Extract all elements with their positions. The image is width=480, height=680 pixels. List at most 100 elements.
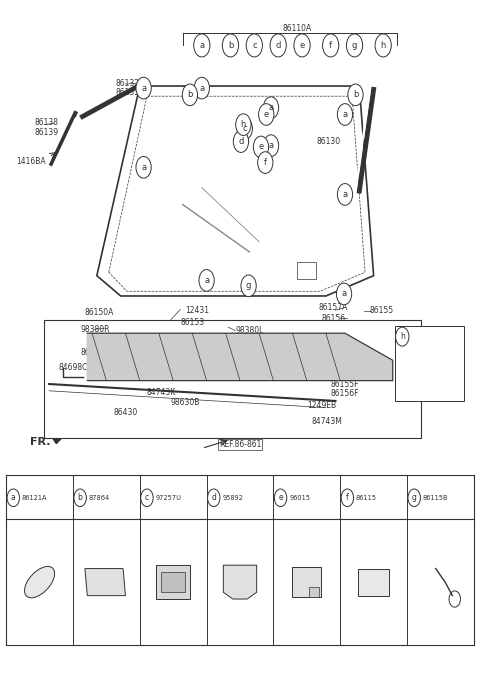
Bar — [156, 565, 190, 599]
Text: 86155F: 86155F — [331, 379, 359, 388]
Circle shape — [264, 135, 279, 156]
Circle shape — [408, 489, 420, 507]
Circle shape — [136, 78, 151, 99]
Text: 86150A: 86150A — [85, 309, 114, 318]
Text: f: f — [264, 158, 267, 167]
Circle shape — [237, 118, 252, 139]
Circle shape — [199, 269, 214, 291]
Text: a: a — [199, 41, 204, 50]
Circle shape — [241, 275, 256, 296]
Text: 86139: 86139 — [35, 128, 59, 137]
Text: b: b — [187, 90, 192, 99]
Circle shape — [341, 489, 354, 507]
Text: 86132A: 86132A — [116, 79, 145, 88]
Circle shape — [348, 84, 363, 105]
Circle shape — [337, 184, 353, 205]
Ellipse shape — [24, 566, 55, 598]
Text: 86158T: 86158T — [80, 347, 109, 357]
Text: 86156F: 86156F — [331, 389, 359, 398]
Circle shape — [449, 591, 460, 607]
Text: 86115B: 86115B — [423, 495, 448, 500]
Text: 86121A: 86121A — [22, 495, 48, 500]
Polygon shape — [87, 333, 393, 381]
Text: 86110A: 86110A — [283, 24, 312, 33]
Circle shape — [270, 34, 286, 57]
Text: f: f — [346, 493, 349, 503]
Circle shape — [246, 34, 263, 57]
Circle shape — [182, 84, 198, 105]
Text: 12431: 12431 — [245, 341, 269, 350]
Circle shape — [417, 362, 438, 392]
Text: f: f — [329, 41, 332, 50]
Circle shape — [336, 283, 352, 305]
Circle shape — [194, 34, 210, 57]
Text: 86156: 86156 — [321, 314, 345, 323]
Text: 86130: 86130 — [316, 137, 340, 146]
Text: 86153: 86153 — [180, 318, 204, 327]
Text: c: c — [145, 493, 149, 503]
Circle shape — [253, 136, 269, 158]
Circle shape — [7, 489, 20, 507]
Bar — [161, 572, 185, 592]
FancyBboxPatch shape — [44, 320, 421, 438]
Text: 84743K: 84743K — [147, 388, 176, 396]
Text: 98380L: 98380L — [235, 326, 264, 335]
Text: 86155: 86155 — [370, 307, 394, 316]
Text: h: h — [240, 120, 246, 129]
Text: g: g — [412, 493, 417, 503]
Text: b: b — [78, 493, 83, 503]
Text: 12431: 12431 — [185, 307, 209, 316]
Polygon shape — [51, 436, 63, 443]
Text: 96015: 96015 — [289, 495, 310, 500]
Text: 97257U: 97257U — [156, 495, 181, 500]
Text: b: b — [228, 41, 233, 50]
Text: 86430: 86430 — [114, 408, 138, 417]
Text: 84698C: 84698C — [59, 362, 88, 371]
Text: g: g — [246, 282, 251, 290]
Text: 98630B: 98630B — [171, 398, 200, 407]
Circle shape — [141, 489, 153, 507]
Text: a: a — [268, 141, 274, 150]
Text: FR.: FR. — [30, 437, 50, 447]
Text: a: a — [268, 103, 274, 112]
Text: 84743M: 84743M — [312, 417, 342, 426]
Text: d: d — [276, 41, 281, 50]
Polygon shape — [85, 568, 125, 596]
Text: a: a — [11, 493, 16, 503]
Text: a: a — [199, 84, 204, 92]
Text: g: g — [352, 41, 357, 50]
Bar — [292, 567, 321, 597]
Text: 86150D: 86150D — [331, 358, 360, 367]
Text: e: e — [258, 143, 264, 152]
Circle shape — [259, 103, 274, 125]
Text: 86157A: 86157A — [319, 303, 348, 312]
Circle shape — [222, 34, 239, 57]
Text: 86133A: 86133A — [116, 88, 145, 97]
Circle shape — [233, 131, 249, 152]
Circle shape — [375, 34, 391, 57]
Circle shape — [258, 152, 273, 173]
Circle shape — [396, 327, 409, 346]
Circle shape — [264, 97, 279, 118]
FancyBboxPatch shape — [395, 326, 464, 401]
Text: d: d — [238, 137, 244, 146]
Bar — [297, 262, 316, 279]
Text: 98380R: 98380R — [80, 324, 109, 334]
Circle shape — [275, 489, 287, 507]
Text: h: h — [400, 332, 405, 341]
Text: e: e — [300, 41, 305, 50]
Circle shape — [347, 34, 363, 57]
Bar — [309, 587, 319, 597]
Text: 95892: 95892 — [222, 495, 243, 500]
Circle shape — [207, 489, 220, 507]
Text: 86115: 86115 — [356, 495, 377, 500]
Text: a: a — [341, 290, 347, 299]
Text: c: c — [242, 124, 247, 133]
Text: a: a — [141, 163, 146, 172]
Text: b: b — [353, 90, 358, 99]
Circle shape — [236, 114, 251, 135]
Text: 1416BA: 1416BA — [16, 157, 45, 167]
Text: e: e — [264, 110, 269, 119]
Text: a: a — [204, 276, 209, 285]
Circle shape — [74, 489, 86, 507]
